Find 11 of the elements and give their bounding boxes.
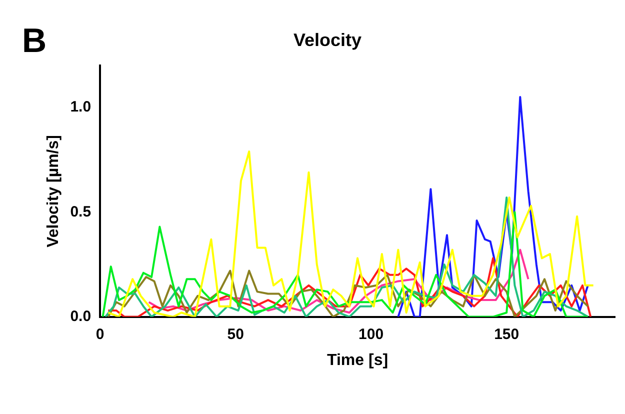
x-axis-title: Time [s] xyxy=(326,352,388,369)
y-tick-label: 1.0 xyxy=(70,98,92,116)
chart-title: Velocity xyxy=(293,30,362,50)
x-tick-label: 50 xyxy=(227,326,244,343)
x-tick-label: 0 xyxy=(96,326,104,343)
y-tick-label: 0.0 xyxy=(70,308,92,325)
x-tick-label: 100 xyxy=(358,326,384,343)
y-tick-label: 0.5 xyxy=(70,203,92,220)
text: B xyxy=(22,22,47,61)
x-tick-label: 150 xyxy=(494,326,520,343)
y-axis-title: Velocity [µm/s] xyxy=(45,135,62,248)
